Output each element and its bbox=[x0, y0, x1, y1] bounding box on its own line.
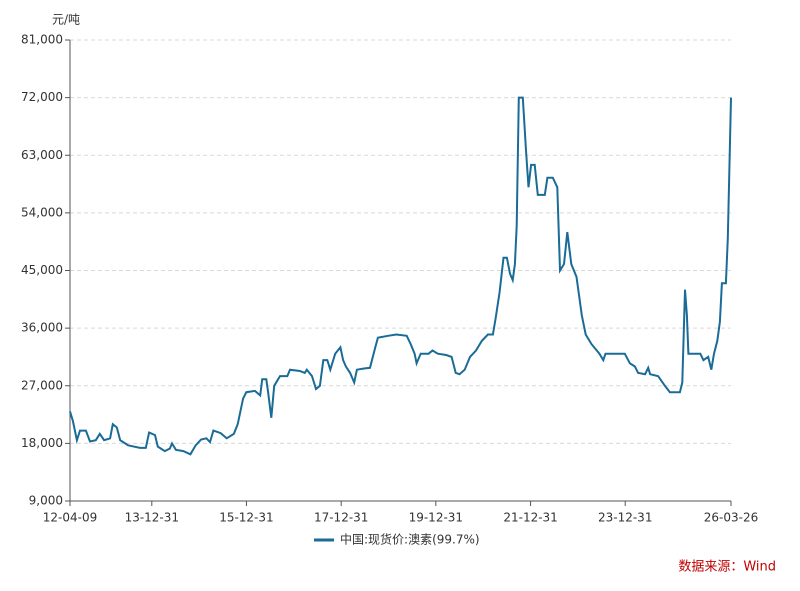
y-tick-label: 9,000 bbox=[29, 494, 63, 508]
x-tick-label: 13-12-31 bbox=[125, 511, 179, 525]
data-line bbox=[69, 96, 732, 456]
y-tick-label: 72,000 bbox=[21, 90, 63, 104]
y-tick-label: 54,000 bbox=[21, 205, 63, 219]
x-tick-label: 15-12-31 bbox=[219, 511, 273, 525]
x-tick-label: 21-12-31 bbox=[503, 511, 557, 525]
x-tick-label: 23-12-31 bbox=[598, 511, 652, 525]
x-tick-label: 19-12-31 bbox=[409, 511, 463, 525]
y-axis-label: 元/吨 bbox=[52, 13, 80, 27]
x-tick-label: 12-04-09 bbox=[43, 511, 97, 525]
y-tick-label: 45,000 bbox=[21, 263, 63, 277]
x-tick-label: 17-12-31 bbox=[314, 511, 368, 525]
y-tick-label: 27,000 bbox=[21, 378, 63, 392]
source-note: 数据来源：Wind bbox=[678, 560, 776, 575]
y-tick-label: 18,000 bbox=[21, 436, 63, 450]
y-tick-label: 63,000 bbox=[21, 148, 63, 162]
y-tick-label: 36,000 bbox=[21, 321, 63, 335]
legend-label: 中国:现货价:澳素(99.7%) bbox=[340, 532, 480, 547]
x-tick-label: 26-03-26 bbox=[704, 511, 758, 525]
y-tick-label: 81,000 bbox=[21, 33, 63, 47]
